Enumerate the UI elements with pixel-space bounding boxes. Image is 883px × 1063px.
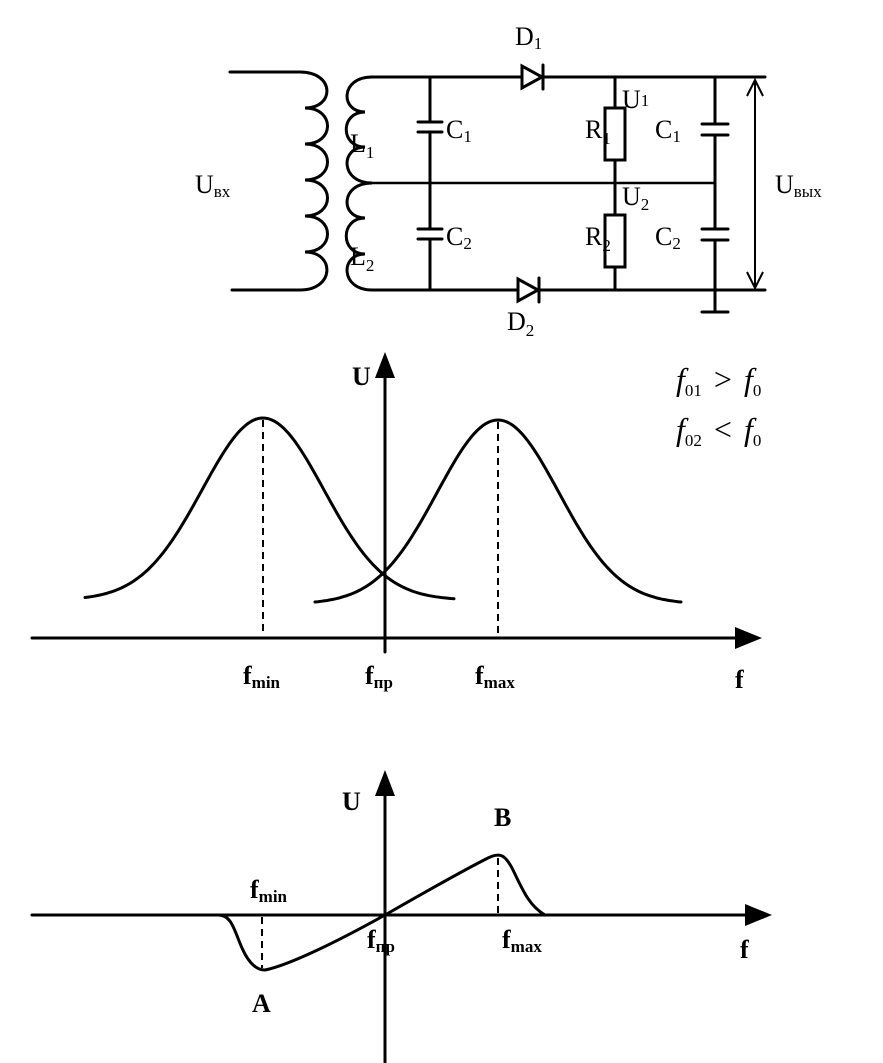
primary-winding bbox=[228, 70, 329, 292]
graph2-f-label: f bbox=[740, 935, 749, 964]
label-u-in: Uвх bbox=[195, 170, 231, 201]
resonance-curve-1 bbox=[83, 416, 456, 601]
label-l1: L1 bbox=[350, 129, 374, 162]
graph1-fmax-label: fmax bbox=[475, 661, 515, 692]
label-d2: D2 bbox=[507, 307, 534, 340]
circuit-schematic bbox=[228, 63, 767, 314]
label-l2: L2 bbox=[350, 242, 374, 275]
graph2-fmax-label: fmax bbox=[502, 925, 542, 956]
label-c1-left: C1 bbox=[446, 115, 472, 146]
graph1-u-label: U bbox=[352, 362, 371, 391]
resistor-r2 bbox=[603, 213, 627, 269]
label-u1: U1 bbox=[622, 85, 649, 114]
u-axis-arrow bbox=[375, 770, 395, 796]
graph1-fpr-label: fпр bbox=[365, 661, 393, 692]
graph2-fmin-label: fmin bbox=[250, 875, 288, 906]
resonance-curves-graph bbox=[30, 352, 762, 654]
characteristic-curve bbox=[216, 853, 547, 972]
graph2-u-label: U bbox=[342, 787, 361, 816]
condition-f02: f02 < f0 bbox=[676, 411, 761, 450]
label-r2: R2 bbox=[585, 222, 611, 255]
label-d1: D1 bbox=[515, 22, 542, 53]
resonance-curve-2 bbox=[313, 418, 683, 604]
point-b-label: B bbox=[494, 803, 511, 832]
u-axis-arrow bbox=[375, 352, 395, 378]
resistor-r1 bbox=[603, 106, 627, 162]
capacitor-c1-left bbox=[416, 75, 444, 185]
graph1-f-label: f bbox=[735, 665, 744, 694]
capacitor-c2-left bbox=[416, 181, 444, 292]
diode-d2 bbox=[516, 276, 542, 304]
condition-f01: f01 > f0 bbox=[676, 361, 761, 400]
label-c2-left: C2 bbox=[446, 222, 472, 253]
label-u2: U2 bbox=[622, 182, 649, 214]
diode-d1 bbox=[520, 63, 546, 91]
capacitor-c2-right bbox=[700, 181, 730, 314]
graph1-fmin-label: fmin bbox=[243, 661, 281, 692]
discriminator-characteristic-graph bbox=[30, 770, 772, 1063]
label-c2-right: C2 bbox=[655, 222, 681, 253]
label-r1: R1 bbox=[585, 115, 611, 148]
label-c1-right: C1 bbox=[655, 115, 681, 146]
f-axis-arrow bbox=[735, 627, 762, 649]
graph2-fpr-label: fпр bbox=[367, 925, 395, 956]
output-voltage-arrow bbox=[746, 77, 764, 291]
label-u-out: Uвых bbox=[775, 170, 822, 201]
capacitor-c1-right bbox=[700, 75, 730, 185]
f-axis-arrow bbox=[745, 904, 772, 926]
point-a-label: A bbox=[252, 989, 271, 1018]
